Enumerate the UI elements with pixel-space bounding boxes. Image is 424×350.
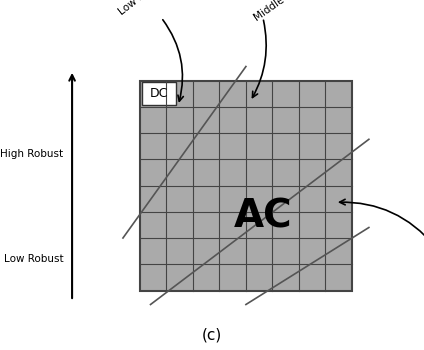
Text: (c): (c) <box>202 328 222 343</box>
Text: Middle Frequency: Middle Frequency <box>252 0 333 23</box>
Text: Low Robust: Low Robust <box>4 254 64 264</box>
Text: AC: AC <box>234 198 292 236</box>
FancyBboxPatch shape <box>142 82 176 105</box>
FancyBboxPatch shape <box>140 80 352 290</box>
Text: Low Frequency: Low Frequency <box>117 0 184 17</box>
Text: High Robust: High Robust <box>0 149 64 159</box>
Text: DC: DC <box>150 87 168 100</box>
